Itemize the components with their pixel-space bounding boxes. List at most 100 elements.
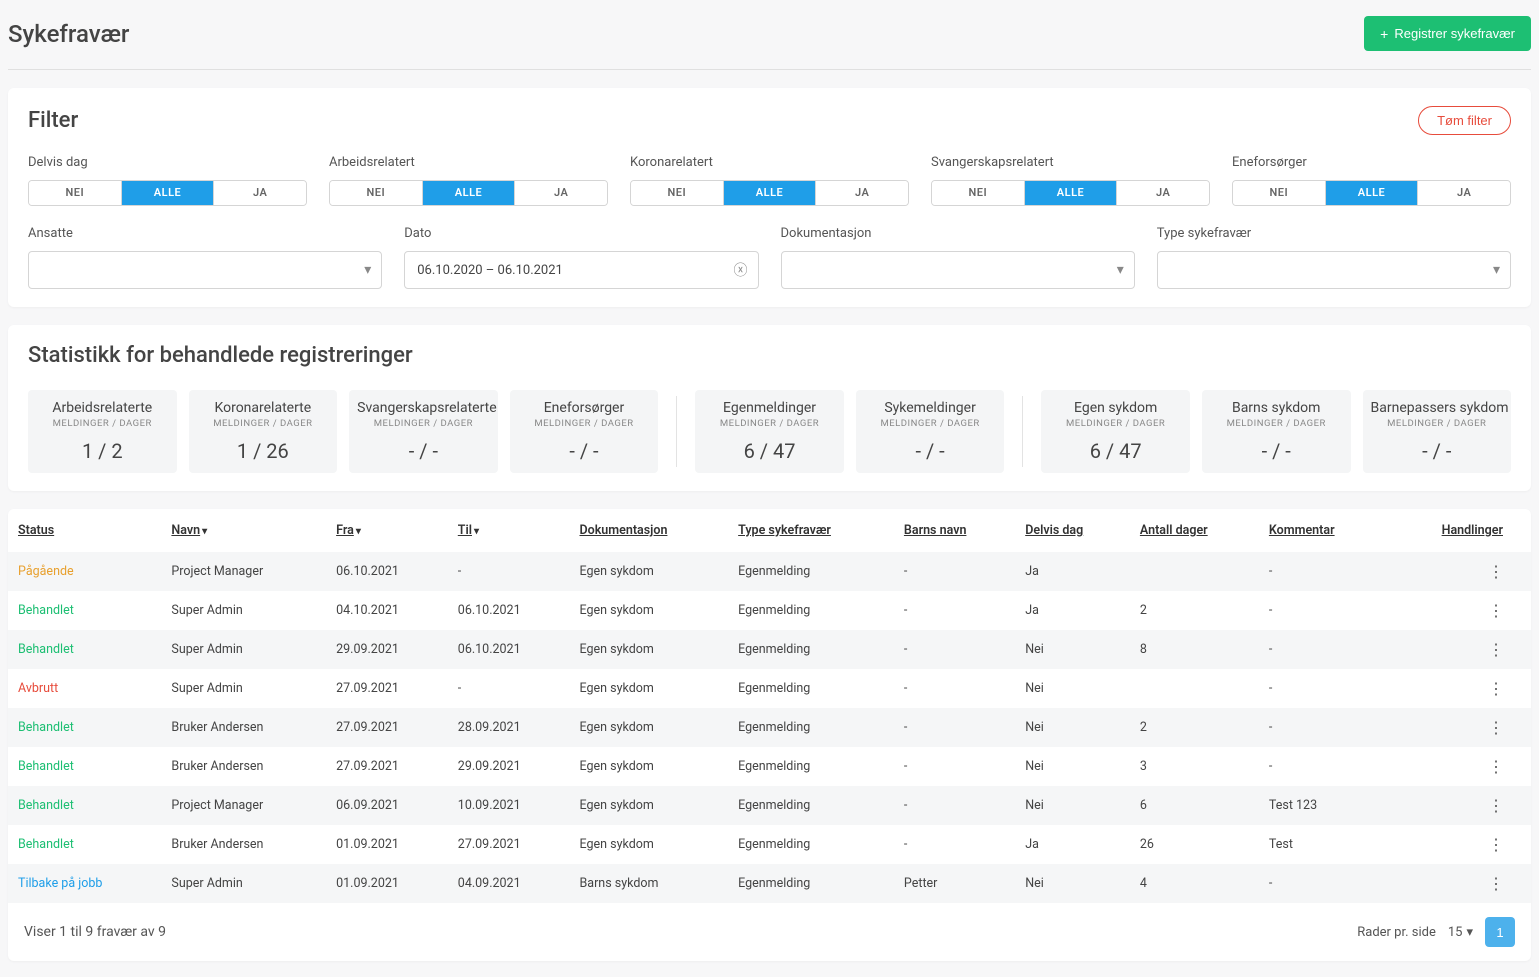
stat-divider: [676, 396, 677, 467]
seg-option-alle[interactable]: ALLE: [1326, 181, 1419, 205]
stat-box: EneforsørgerMELDINGER / DAGER- / -: [510, 390, 659, 473]
stat-name: Barns sykdom: [1210, 400, 1343, 416]
row-actions-icon[interactable]: ⋮: [1488, 640, 1503, 659]
row-actions-icon[interactable]: ⋮: [1488, 601, 1503, 620]
row-actions-icon[interactable]: ⋮: [1488, 874, 1503, 893]
stat-sub: MELDINGER / DAGER: [357, 418, 490, 429]
col-header[interactable]: Handlinger: [1385, 509, 1531, 552]
cell-barn: -: [894, 825, 1015, 864]
cell-delvis: Ja: [1015, 552, 1130, 591]
stat-value: 6 / 47: [703, 439, 836, 463]
stat-name: Eneforsørger: [518, 400, 651, 416]
cell-barn: Petter: [894, 864, 1015, 903]
col-header[interactable]: Kommentar: [1259, 509, 1385, 552]
type-select[interactable]: ▾: [1157, 251, 1511, 289]
dato-label: Dato: [404, 226, 758, 241]
cell-til: 06.10.2021: [448, 591, 570, 630]
cell-status: Behandlet: [8, 708, 161, 747]
seg-option-alle[interactable]: ALLE: [122, 181, 215, 205]
clear-filter-button[interactable]: Tøm filter: [1418, 106, 1511, 135]
row-actions-icon[interactable]: ⋮: [1488, 796, 1503, 815]
col-header[interactable]: Dokumentasjon: [569, 509, 728, 552]
col-header[interactable]: Status: [8, 509, 161, 552]
cell-navn: Project Manager: [161, 552, 326, 591]
ansatte-label: Ansatte: [28, 226, 382, 241]
cell-status: Behandlet: [8, 825, 161, 864]
cell-navn: Super Admin: [161, 630, 326, 669]
cell-type: Egenmelding: [728, 669, 894, 708]
row-actions-icon[interactable]: ⋮: [1488, 718, 1503, 737]
stat-sub: MELDINGER / DAGER: [864, 418, 997, 429]
stat-value: - / -: [864, 439, 997, 463]
cell-type: Egenmelding: [728, 825, 894, 864]
seg-option-nei[interactable]: NEI: [631, 181, 724, 205]
dokumentasjon-select[interactable]: ▾: [781, 251, 1135, 289]
table-footer-summary: Viser 1 til 9 fravær av 9: [24, 924, 166, 940]
page-1-button[interactable]: 1: [1485, 917, 1515, 947]
rows-per-select[interactable]: 15 ▾: [1448, 925, 1473, 940]
seg-option-nei[interactable]: NEI: [330, 181, 423, 205]
col-header[interactable]: Navn▾: [161, 509, 326, 552]
cell-dager: [1130, 669, 1259, 708]
row-actions-icon[interactable]: ⋮: [1488, 757, 1503, 776]
seg-option-alle[interactable]: ALLE: [423, 181, 516, 205]
cell-dok: Egen sykdom: [569, 786, 728, 825]
seg-option-ja[interactable]: JA: [1418, 181, 1510, 205]
row-actions-icon[interactable]: ⋮: [1488, 562, 1503, 581]
col-header[interactable]: Til▾: [448, 509, 570, 552]
cell-type: Egenmelding: [728, 747, 894, 786]
cell-dager: 26: [1130, 825, 1259, 864]
rows-per-value: 15: [1448, 925, 1463, 940]
seg-option-ja[interactable]: JA: [816, 181, 908, 205]
cell-komm: -: [1259, 630, 1385, 669]
cell-dager: 3: [1130, 747, 1259, 786]
seg-option-ja[interactable]: JA: [214, 181, 306, 205]
stat-name: Koronarelaterte: [197, 400, 330, 416]
seg-option-nei[interactable]: NEI: [932, 181, 1025, 205]
seg-option-ja[interactable]: JA: [1117, 181, 1209, 205]
seg-option-ja[interactable]: JA: [515, 181, 607, 205]
cell-komm: Test 123: [1259, 786, 1385, 825]
stat-name: Svangerskapsrelaterte: [357, 400, 490, 416]
seg-option-nei[interactable]: NEI: [29, 181, 122, 205]
cell-til: 29.09.2021: [448, 747, 570, 786]
cell-delvis: Nei: [1015, 786, 1130, 825]
seg-option-alle[interactable]: ALLE: [1025, 181, 1118, 205]
cell-type: Egenmelding: [728, 630, 894, 669]
col-header[interactable]: Barns navn: [894, 509, 1015, 552]
dato-input[interactable]: 06.10.2020 – 06.10.2021 ⓧ: [404, 251, 758, 289]
segmented-control: NEIALLEJA: [1232, 180, 1511, 206]
cell-delvis: Nei: [1015, 708, 1130, 747]
stat-sub: MELDINGER / DAGER: [518, 418, 651, 429]
stat-box: ArbeidsrelaterteMELDINGER / DAGER1 / 2: [28, 390, 177, 473]
segmented-control: NEIALLEJA: [931, 180, 1210, 206]
filter-seg-label: Svangerskapsrelatert: [931, 155, 1210, 170]
table-row: BehandletBruker Andersen01.09.202127.09.…: [8, 825, 1531, 864]
cell-navn: Project Manager: [161, 786, 326, 825]
cell-status: Behandlet: [8, 630, 161, 669]
stat-name: Barnepassers sykdom: [1371, 400, 1504, 416]
cell-dager: 2: [1130, 708, 1259, 747]
cell-delvis: Nei: [1015, 630, 1130, 669]
cell-status: Avbrutt: [8, 669, 161, 708]
filter-title: Filter: [28, 108, 78, 133]
cell-type: Egenmelding: [728, 708, 894, 747]
chevron-down-icon: ▾: [1466, 925, 1473, 940]
seg-option-alle[interactable]: ALLE: [724, 181, 817, 205]
plus-icon: +: [1380, 27, 1388, 41]
col-header[interactable]: Type sykefravær: [728, 509, 894, 552]
col-header[interactable]: Antall dager: [1130, 509, 1259, 552]
clear-date-icon[interactable]: ⓧ: [734, 260, 748, 280]
col-header[interactable]: Delvis dag: [1015, 509, 1130, 552]
row-actions-icon[interactable]: ⋮: [1488, 679, 1503, 698]
register-button[interactable]: + Registrer sykefravær: [1364, 16, 1531, 51]
stat-box: EgenmeldingerMELDINGER / DAGER6 / 47: [695, 390, 844, 473]
ansatte-select[interactable]: ▾: [28, 251, 382, 289]
cell-navn: Super Admin: [161, 591, 326, 630]
segmented-control: NEIALLEJA: [28, 180, 307, 206]
row-actions-icon[interactable]: ⋮: [1488, 835, 1503, 854]
cell-type: Egenmelding: [728, 786, 894, 825]
stat-name: Sykemeldinger: [864, 400, 997, 416]
col-header[interactable]: Fra▾: [326, 509, 448, 552]
seg-option-nei[interactable]: NEI: [1233, 181, 1326, 205]
